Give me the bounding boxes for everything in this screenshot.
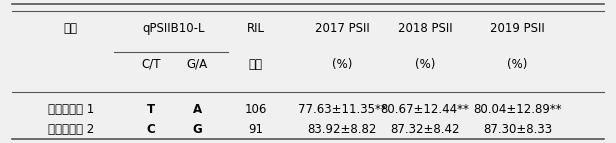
Text: 80.67±12.44**: 80.67±12.44** xyxy=(381,103,469,116)
Text: T: T xyxy=(147,103,155,116)
Text: (%): (%) xyxy=(507,58,528,71)
Text: 个数: 个数 xyxy=(249,58,262,71)
Text: C: C xyxy=(147,123,155,136)
Text: 77.63±11.35**: 77.63±11.35** xyxy=(298,103,386,116)
Text: 106: 106 xyxy=(245,103,267,116)
Text: 2018 PSII: 2018 PSII xyxy=(398,22,452,35)
Text: 基因型分类 1: 基因型分类 1 xyxy=(47,103,94,116)
Text: RIL: RIL xyxy=(246,22,265,35)
Text: 标记: 标记 xyxy=(64,22,78,35)
Text: 80.04±12.89**: 80.04±12.89** xyxy=(473,103,562,116)
Text: 87.32±8.42: 87.32±8.42 xyxy=(391,123,460,136)
Text: 2017 PSII: 2017 PSII xyxy=(315,22,369,35)
Text: 91: 91 xyxy=(248,123,263,136)
Text: qPSIIB10-L: qPSIIB10-L xyxy=(143,22,205,35)
Text: (%): (%) xyxy=(415,58,436,71)
Text: A: A xyxy=(193,103,201,116)
Text: (%): (%) xyxy=(331,58,352,71)
Text: 83.92±8.82: 83.92±8.82 xyxy=(307,123,376,136)
Text: G/A: G/A xyxy=(187,58,208,71)
Text: G: G xyxy=(192,123,202,136)
Text: 2019 PSII: 2019 PSII xyxy=(490,22,545,35)
Text: 87.30±8.33: 87.30±8.33 xyxy=(483,123,552,136)
Text: 基因型分类 2: 基因型分类 2 xyxy=(47,123,94,136)
Text: C/T: C/T xyxy=(141,58,161,71)
